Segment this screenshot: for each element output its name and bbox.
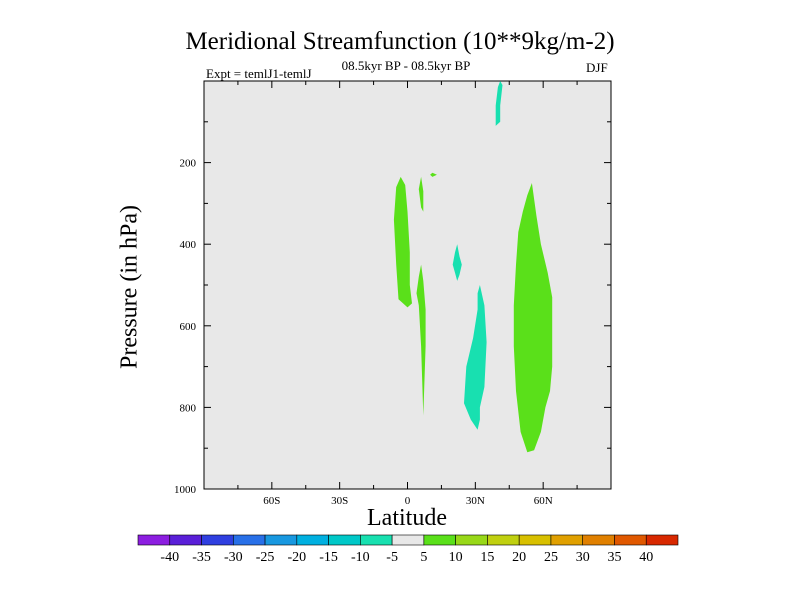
colorbar-box-13 — [550, 534, 584, 546]
colorbar-box-3 — [232, 534, 266, 546]
colorbar-label-15: 40 — [639, 550, 653, 565]
x-axis-label: Latitude — [367, 505, 447, 531]
y-tick-label-400: 400 — [180, 239, 197, 251]
colorbar-label-9: 10 — [449, 550, 463, 565]
colorbar-box-4 — [264, 534, 298, 546]
colorbar-label-1: -35 — [192, 550, 211, 565]
colorbar-label-2: -30 — [224, 550, 243, 565]
x-tick-label-30N: 30N — [466, 495, 485, 507]
contour-region-4 — [495, 81, 503, 126]
contour-region-1 — [418, 176, 424, 212]
season-label: DJF — [586, 60, 608, 75]
colorbar-box-1 — [169, 534, 202, 546]
y-tick-label-200: 200 — [180, 158, 197, 170]
x-tick-label-0: 0 — [405, 495, 411, 507]
colorbar-box-12 — [518, 534, 552, 546]
axes: 200 400 600 800 1000 60S 30S 0 30N 60N — [174, 81, 611, 507]
colorbar-label-6: -10 — [351, 550, 370, 565]
colorbar-box-6 — [328, 534, 361, 546]
chart-subtitle: 08.5kyr BP - 08.5kyr BP — [341, 58, 471, 73]
x-tick-label-60S: 60S — [263, 495, 280, 507]
colorbar-box-14 — [582, 534, 615, 546]
colorbar-label-4: -20 — [287, 550, 306, 565]
colorbar-label-7: -5 — [386, 550, 398, 565]
contour-regions — [393, 81, 553, 453]
colorbar-box-16 — [645, 534, 679, 546]
y-tick-label-600: 600 — [180, 321, 197, 333]
experiment-label: Expt = temlJ1-temlJ — [206, 66, 312, 81]
colorbar-box-11 — [487, 534, 520, 546]
chart-title: Meridional Streamfunction (10**9kg/m-2) — [185, 28, 615, 55]
colorbar-label-5: -15 — [319, 550, 338, 565]
colorbar-label-14: 35 — [607, 550, 621, 565]
colorbar-label-8: 5 — [420, 550, 427, 565]
colorbar-box-9 — [423, 534, 456, 546]
contour-region-7 — [513, 183, 553, 453]
colorbar-box-0 — [137, 534, 171, 546]
colorbar-label-10: 15 — [480, 550, 494, 565]
x-tick-label-60N: 60N — [534, 495, 553, 507]
colorbar-box-15 — [614, 534, 647, 546]
colorbar-label-13: 30 — [576, 550, 590, 565]
colorbar-label-12: 25 — [544, 550, 558, 565]
contour-region-2 — [430, 172, 437, 177]
contour-region-3 — [416, 264, 426, 416]
x-tick-label-30S: 30S — [331, 495, 348, 507]
colorbar-label-3: -25 — [256, 550, 275, 565]
colorbar-box-2 — [201, 534, 234, 546]
colorbar-box-10 — [455, 534, 488, 546]
colorbar-label-0: -40 — [160, 550, 179, 565]
y-tick-label-1000: 1000 — [174, 484, 197, 496]
colorbar: -40 -35 -30 -25 -20 -15 -10 -5 5 10 15 20 25 30 35 40 — [137, 534, 679, 565]
contour-region-6 — [464, 285, 487, 430]
contour-region-5 — [452, 244, 462, 281]
colorbar-box-7 — [360, 534, 393, 546]
contour-region-0 — [393, 176, 412, 308]
colorbar-label-11: 20 — [512, 550, 526, 565]
colorbar-box-5 — [296, 534, 329, 546]
y-tick-label-800: 800 — [180, 402, 197, 414]
colorbar-box-8 — [391, 534, 425, 546]
